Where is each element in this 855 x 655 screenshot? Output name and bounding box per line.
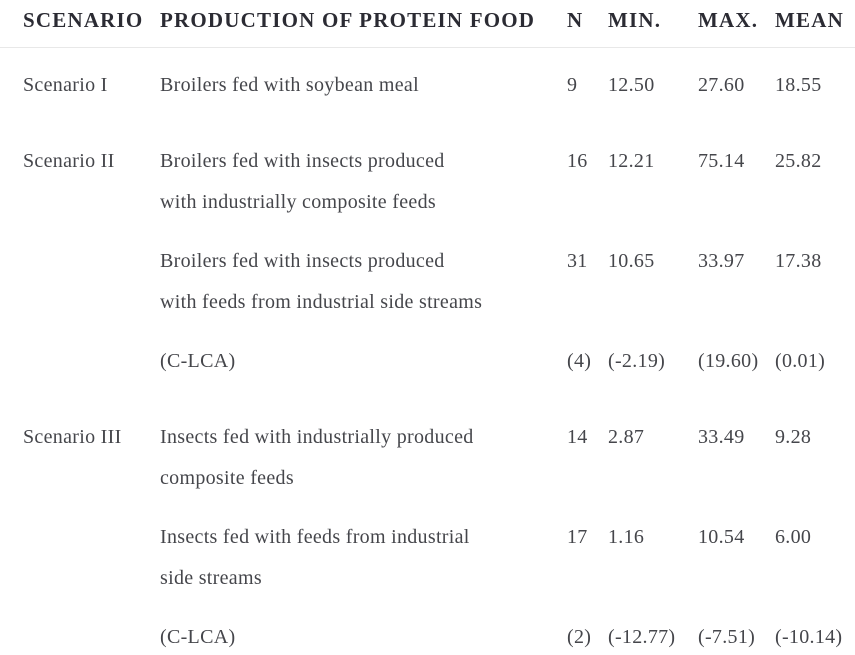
production-cell: (C-LCA) bbox=[160, 626, 236, 648]
n-cell: (4) bbox=[567, 350, 592, 372]
n-cell: 17 bbox=[567, 526, 588, 548]
scenario-cell bbox=[0, 508, 160, 608]
scenario-cell: Scenario II bbox=[23, 150, 115, 172]
mean-cell: 17.38 bbox=[775, 250, 822, 272]
max-cell: (-7.51) bbox=[698, 626, 756, 648]
max-cell: 75.14 bbox=[698, 150, 745, 172]
production-cell: Broilers fed with insects produced with … bbox=[160, 250, 483, 313]
table-row-scenario-3-clca: (C-LCA) (2) (-12.77) (-7.51) (-10.14) bbox=[0, 608, 855, 655]
table-row-scenario-2b: Broilers fed with insects produced with … bbox=[0, 232, 855, 332]
col-header-min: MIN. bbox=[608, 0, 698, 48]
col-header-n: N bbox=[567, 0, 608, 48]
min-cell: 1.16 bbox=[608, 526, 645, 548]
production-cell: Insects fed with industrially produced c… bbox=[160, 426, 474, 489]
max-cell: 33.97 bbox=[698, 250, 745, 272]
min-cell: 12.21 bbox=[608, 150, 655, 172]
scenario-cell bbox=[0, 332, 160, 391]
mean-cell: 25.82 bbox=[775, 150, 822, 172]
max-cell: 27.60 bbox=[698, 74, 745, 96]
min-cell: 12.50 bbox=[608, 74, 655, 96]
min-cell: 2.87 bbox=[608, 426, 645, 448]
scenario-cell: Scenario I bbox=[23, 74, 108, 96]
col-header-mean: MEAN bbox=[775, 0, 855, 48]
table-row-scenario-2-clca: (C-LCA) (4) (-2.19) (19.60) (0.01) bbox=[0, 332, 855, 391]
col-header-production: PRODUCTION OF PROTEIN FOOD bbox=[160, 0, 567, 48]
production-cell: Insects fed with feeds from industrial s… bbox=[160, 526, 470, 589]
table-row-scenario-2a: Scenario II Broilers fed with insects pr… bbox=[0, 115, 855, 232]
mean-cell: (0.01) bbox=[775, 350, 826, 372]
min-cell: (-2.19) bbox=[608, 350, 666, 372]
n-cell: 9 bbox=[567, 74, 578, 96]
header-row: SCENARIO PRODUCTION OF PROTEIN FOOD N MI… bbox=[0, 0, 855, 48]
mean-cell: 18.55 bbox=[775, 74, 822, 96]
table-row-scenario-3b: Insects fed with feeds from industrial s… bbox=[0, 508, 855, 608]
production-cell: Broilers fed with insects produced with … bbox=[160, 150, 445, 213]
min-cell: 10.65 bbox=[608, 250, 655, 272]
mean-cell: 9.28 bbox=[775, 426, 812, 448]
production-cell: (C-LCA) bbox=[160, 350, 236, 372]
production-cell: Broilers fed with soybean meal bbox=[160, 74, 419, 96]
table-row-scenario-1: Scenario I Broilers fed with soybean mea… bbox=[0, 48, 855, 116]
n-cell: 16 bbox=[567, 150, 588, 172]
max-cell: 10.54 bbox=[698, 526, 745, 548]
col-header-scenario: SCENARIO bbox=[0, 0, 160, 48]
n-cell: 31 bbox=[567, 250, 588, 272]
n-cell: 14 bbox=[567, 426, 588, 448]
max-cell: (19.60) bbox=[698, 350, 759, 372]
min-cell: (-12.77) bbox=[608, 626, 676, 648]
mean-cell: (-10.14) bbox=[775, 626, 843, 648]
mean-cell: 6.00 bbox=[775, 526, 812, 548]
scenario-cell: Scenario III bbox=[23, 426, 122, 448]
scenario-cell bbox=[0, 608, 160, 655]
table-row-scenario-3a: Scenario III Insects fed with industrial… bbox=[0, 391, 855, 508]
max-cell: 33.49 bbox=[698, 426, 745, 448]
scenario-cell bbox=[0, 232, 160, 332]
n-cell: (2) bbox=[567, 626, 592, 648]
col-header-max: MAX. bbox=[698, 0, 775, 48]
